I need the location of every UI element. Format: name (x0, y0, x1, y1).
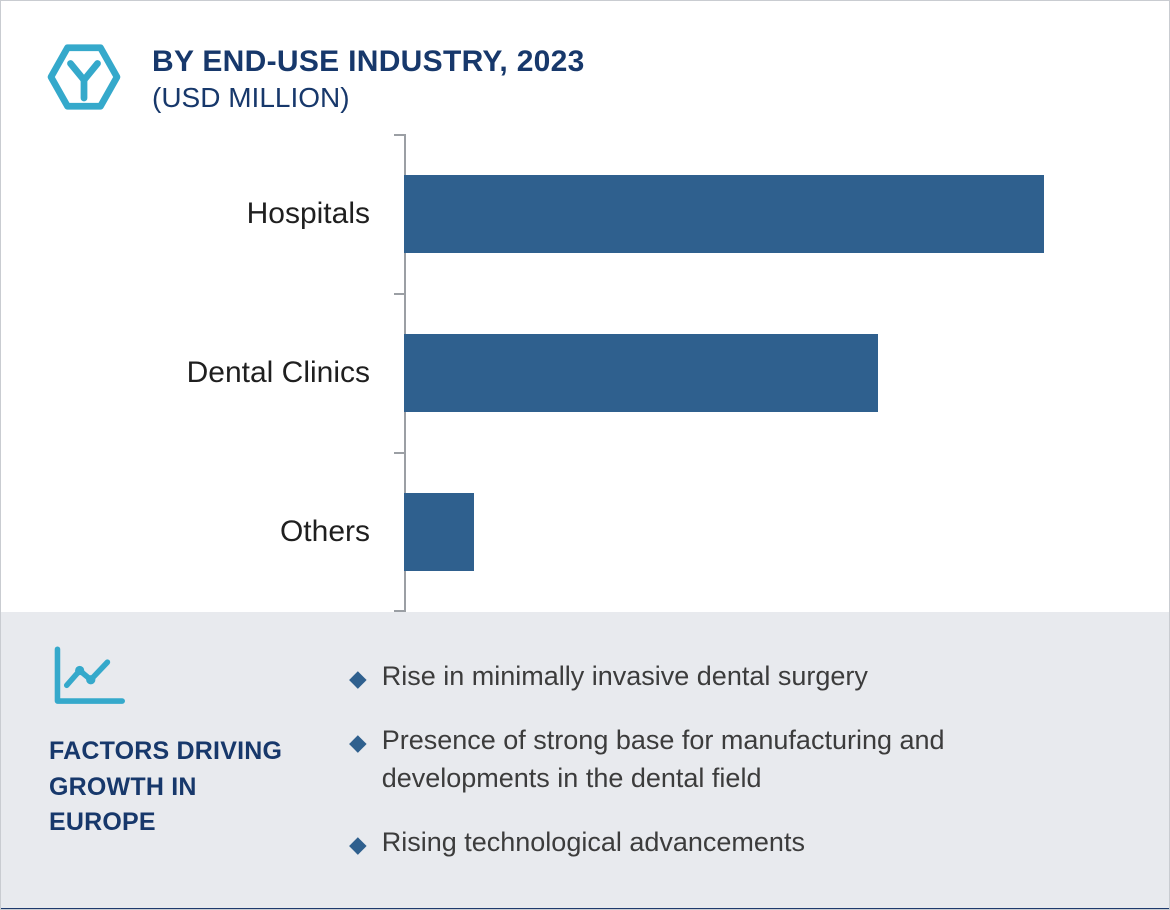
factors-list: ◆ Rise in minimally invasive dental surg… (349, 646, 1109, 888)
header: BY END-USE INDUSTRY, 2023 (USD MILLION) (1, 1, 1169, 118)
brand-logo (46, 41, 122, 118)
diamond-bullet-icon: ◆ (349, 729, 367, 756)
axis-tick (394, 293, 404, 295)
line-chart-icon (54, 646, 125, 704)
bar-others (404, 493, 475, 572)
factor-item: ◆ Rise in minimally invasive dental surg… (349, 658, 1109, 695)
diamond-bullet-icon: ◆ (349, 665, 367, 691)
chart-subtitle: (USD MILLION) (152, 82, 350, 113)
factors-left-column: FACTORS DRIVING GROWTH IN EUROPE (49, 646, 349, 888)
category-label: Dental Clinics (186, 355, 370, 389)
factor-text: Rising technological advancements (381, 826, 805, 857)
bar-track (404, 493, 1044, 572)
bar-track (404, 174, 1044, 253)
chart-rows: Hospitals Dental Clinics Others (46, 134, 1139, 612)
factor-item: ◆ Presence of strong base for manufactur… (349, 722, 1109, 797)
axis-tick (394, 610, 404, 612)
chart-row-dental-clinics: Dental Clinics (46, 293, 1139, 452)
axis-tick (394, 134, 404, 136)
category-label: Others (279, 515, 370, 549)
footer-accent-bar (1, 908, 1169, 909)
factor-item: ◆ Rising technological advancements (349, 824, 1109, 861)
factor-text: Presence of strong base for manufacturin… (381, 725, 945, 793)
axis-tick (394, 452, 404, 454)
factors-panel: FACTORS DRIVING GROWTH IN EUROPE ◆ Rise … (1, 612, 1169, 908)
factor-text: Rise in minimally invasive dental surger… (381, 661, 868, 691)
chart-title: BY END-USE INDUSTRY, 2023 (152, 45, 585, 78)
bar-track (404, 333, 1044, 412)
diamond-bullet-icon: ◆ (349, 830, 367, 857)
bar-chart: Hospitals Dental Clinics Others (46, 134, 1139, 612)
factors-heading: FACTORS DRIVING GROWTH IN EUROPE (49, 737, 283, 836)
chart-row-hospitals: Hospitals (46, 134, 1139, 293)
bar-dental-clinics (404, 333, 878, 412)
bar-hospitals (404, 174, 1044, 253)
chart-title-block: BY END-USE INDUSTRY, 2023 (USD MILLION) (152, 41, 585, 116)
category-label: Hospitals (246, 196, 370, 230)
hexagon-y-logo-icon (47, 44, 121, 110)
chart-row-others: Others (46, 453, 1139, 612)
